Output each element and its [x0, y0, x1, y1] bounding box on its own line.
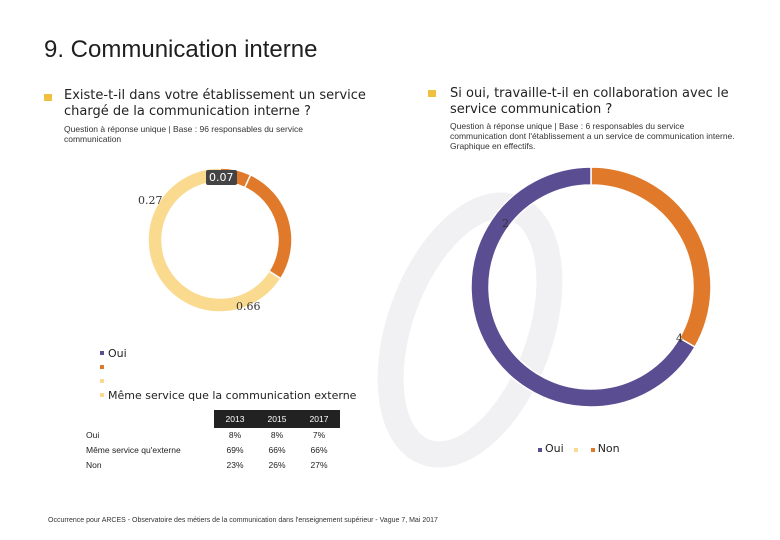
- legend-label: Oui: [545, 442, 564, 455]
- legend-item: [573, 442, 581, 455]
- cell: 7%: [312, 430, 326, 440]
- bullet-icon: [44, 94, 52, 101]
- bullet-icon: [428, 90, 436, 97]
- legend-swatch: [590, 448, 595, 452]
- legend-swatch: [100, 365, 104, 369]
- row-label: Non: [86, 460, 102, 470]
- left-question-line-2: chargé de la communication interne ?: [64, 104, 311, 119]
- cell: 66%: [268, 445, 286, 455]
- left-question-line-1: Existe-t-il dans votre établissement un …: [64, 88, 366, 103]
- legend-item: Non: [590, 442, 620, 455]
- legend-item: [100, 360, 356, 374]
- cell: 8%: [270, 430, 284, 440]
- row-label: Même service qu'externe: [86, 445, 181, 455]
- right-label-non: 2: [502, 217, 509, 230]
- left-subtitle: Question à réponse unique | Base : 96 re…: [64, 124, 303, 144]
- table-header-2017: 2017: [298, 410, 340, 428]
- right-donut-chart: [470, 166, 712, 408]
- row-label: Oui: [86, 430, 100, 440]
- cell: 26%: [268, 460, 286, 470]
- data-table: 2013 2015 2017 Oui 8% 8% 7% Même service…: [86, 410, 340, 473]
- table-header-2013: 2013: [214, 410, 256, 428]
- table-row: Même service qu'externe 69% 66% 66%: [86, 443, 340, 458]
- cell: 8%: [228, 430, 242, 440]
- right-subtitle-line-3: Graphique en effectifs.: [450, 141, 536, 151]
- legend-swatch: [100, 379, 104, 383]
- legend-item: Même service que la communication extern…: [100, 388, 356, 402]
- left-subtitle-line-2: communication: [64, 134, 122, 144]
- cell: 23%: [226, 460, 244, 470]
- cell: 66%: [310, 445, 328, 455]
- left-label-oui: 0.07: [206, 170, 237, 185]
- legend-item: Oui: [100, 346, 356, 360]
- table-row: Non 23% 26% 27%: [86, 458, 340, 473]
- legend-swatch: [100, 393, 104, 397]
- table-row: Oui 8% 8% 7%: [86, 428, 340, 443]
- right-label-oui: 4: [676, 332, 683, 345]
- cell: 69%: [226, 445, 244, 455]
- right-subtitle: Question à réponse unique | Base : 6 res…: [450, 121, 735, 151]
- table-header-row: 2013 2015 2017: [86, 410, 340, 428]
- right-question: Si oui, travaille-t-il en collaboration …: [450, 86, 729, 118]
- legend-swatch: [538, 448, 542, 452]
- right-legend: Oui Non: [538, 442, 620, 455]
- right-question-line-1: Si oui, travaille-t-il en collaboration …: [450, 86, 729, 101]
- legend-swatch: [573, 448, 578, 452]
- legend-label: Non: [597, 442, 620, 455]
- donut-slice-non: [243, 173, 293, 280]
- right-subtitle-line-2: communication dont l'établissement a un …: [450, 131, 735, 141]
- legend-label: Même service que la communication extern…: [108, 388, 357, 402]
- left-donut-chart: [147, 167, 293, 313]
- left-label-meme: 0.66: [236, 300, 261, 313]
- donut-slice-m-me-service: [147, 167, 282, 313]
- left-subtitle-line-1: Question à réponse unique | Base : 96 re…: [64, 124, 303, 134]
- footer-source: Occurrence pour ARCES - Observatoire des…: [48, 517, 438, 524]
- left-label-non: 0.27: [138, 194, 163, 207]
- legend-item: Oui: [538, 442, 564, 455]
- cell: 27%: [310, 460, 328, 470]
- legend-label: Oui: [108, 346, 127, 360]
- legend-item: [100, 374, 356, 388]
- page-title: 9. Communication interne: [44, 36, 318, 63]
- donut-slice-non: [590, 166, 712, 349]
- table-header-2015: 2015: [256, 410, 298, 428]
- left-legend: Oui Même service que la communication ex…: [100, 346, 356, 402]
- left-question: Existe-t-il dans votre établissement un …: [64, 88, 366, 120]
- right-question-line-2: service communication ?: [450, 102, 613, 117]
- right-subtitle-line-1: Question à réponse unique | Base : 6 res…: [450, 121, 685, 131]
- legend-swatch: [100, 351, 104, 355]
- donut-slice-oui: [470, 166, 696, 408]
- table-header-empty: [86, 410, 214, 428]
